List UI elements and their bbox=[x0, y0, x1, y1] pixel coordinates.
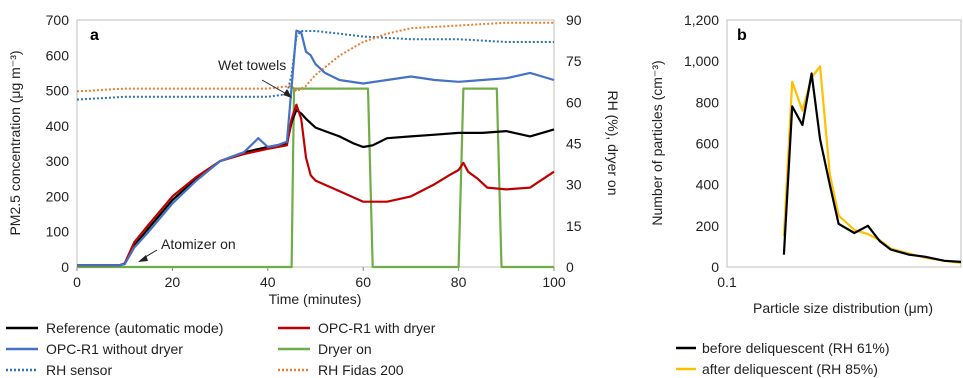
panel-a-xlabel: Time (minutes) bbox=[269, 291, 362, 307]
panel-a-legend: Reference (automatic mode) OPC-R1 with dr… bbox=[6, 320, 436, 378]
panel-b-ylabel: Number of particles (cm⁻³) bbox=[649, 60, 665, 225]
series-line-opc-r1-with-dryer bbox=[77, 103, 555, 267]
annotation-wet-towels: Wet towels bbox=[218, 57, 286, 73]
legend-label: OPC-R1 with dryer bbox=[318, 320, 436, 336]
panel-b-plot-area bbox=[726, 19, 962, 268]
series-line-rh-fidas-200 bbox=[76, 21, 554, 93]
legend-label: RH Fidas 200 bbox=[318, 362, 404, 378]
panel-a-plot-area bbox=[76, 19, 555, 268]
annotation-atomizer-arrowhead bbox=[138, 255, 148, 262]
panel-a: a 0 20 40 60 80 10001002003004005006007000153… bbox=[7, 12, 621, 307]
panel-a-y-tick-label: 100 bbox=[46, 224, 70, 240]
panel-a-label: a bbox=[90, 27, 99, 44]
panel-a-y-tick-label: 0 bbox=[61, 259, 69, 275]
legend-label: before deliquescent (RH 61%) bbox=[702, 340, 890, 356]
panel-a-y2-tick-label: 0 bbox=[566, 259, 574, 275]
panel-a-ylabel: PM2.5 concentration (μg m⁻³) bbox=[7, 50, 23, 235]
series-line-dryer-on bbox=[77, 87, 554, 269]
annotation-wet-towels-arrowhead bbox=[283, 89, 292, 98]
series-line-reference-automatic-mode bbox=[77, 108, 555, 267]
panel-a-y-tick-label: 500 bbox=[46, 83, 70, 99]
series-line-rh-sensor bbox=[76, 30, 554, 101]
panel-a-y2-tick-label: 75 bbox=[566, 53, 582, 69]
panel-b-x-tick-label: 0.1 bbox=[717, 274, 737, 290]
panel-b-label: b bbox=[737, 27, 747, 44]
legend-label: after deliquescent (RH 85%) bbox=[702, 361, 878, 377]
annotation-atomizer-on: Atomizer on bbox=[161, 236, 236, 252]
panel-a-y2-tick-label: 45 bbox=[566, 136, 582, 152]
panel-b-y-tick-label: 400 bbox=[696, 177, 720, 193]
legend-label: RH sensor bbox=[46, 362, 112, 378]
panel-a-x-tick-label: 20 bbox=[165, 274, 181, 290]
panel-a-ticks: 0 20 40 60 80 1000100200300400500600700015304… bbox=[46, 12, 582, 290]
panel-b-y-tick-label: 0 bbox=[711, 259, 719, 275]
panel-a-y-tick-label: 200 bbox=[46, 188, 70, 204]
panel-a-y-tick-label: 300 bbox=[46, 153, 70, 169]
legend-label: Dryer on bbox=[318, 341, 372, 357]
panel-a-x-tick-label: 40 bbox=[260, 274, 276, 290]
panel-b-series bbox=[782, 65, 962, 264]
panel-b-y-tick-label: 800 bbox=[696, 94, 720, 110]
panel-a-y2-tick-label: 60 bbox=[566, 94, 582, 110]
panel-b-legend: before deliquescent (RH 61%) after deliqu… bbox=[676, 340, 890, 377]
panel-a-y2-tick-label: 15 bbox=[566, 218, 582, 234]
series-line-opc-r1-without-dryer bbox=[77, 29, 555, 267]
panel-a-y2-tick-label: 90 bbox=[566, 12, 582, 28]
panel-b-xlabel: Particle size distribution (μm) bbox=[753, 300, 933, 316]
panel-a-y2-tick-label: 30 bbox=[566, 177, 582, 193]
panel-a-y-tick-label: 600 bbox=[46, 47, 70, 63]
panel-a-x-tick-label: 0 bbox=[73, 274, 81, 290]
legend-label: OPC-R1 without dryer bbox=[46, 341, 183, 357]
panel-a-y-tick-label: 400 bbox=[46, 118, 70, 134]
panel-a-y-tick-label: 700 bbox=[46, 12, 70, 28]
panel-a-series bbox=[76, 21, 555, 269]
series-line-before-deliquescent-rh-61 bbox=[782, 72, 962, 263]
panel-b-ticks: 0 200 400 600 800 1,000 1,200 0.1 bbox=[684, 12, 737, 290]
panel-a-x-tick-label: 100 bbox=[542, 274, 566, 290]
panel-b-y-tick-label: 1,200 bbox=[684, 12, 719, 28]
panel-a-x-tick-label: 80 bbox=[451, 274, 467, 290]
panel-b-y-tick-label: 200 bbox=[696, 218, 720, 234]
panel-a-y2label: RH (%), dryer on bbox=[605, 90, 621, 195]
legend-label: Reference (automatic mode) bbox=[46, 320, 223, 336]
panel-b: b 0 200 400 600 800 1,000 1,200 0.1 Particle si… bbox=[649, 12, 962, 316]
panel-b-y-tick-label: 1,000 bbox=[684, 53, 719, 69]
panel-b-y-tick-label: 600 bbox=[696, 136, 720, 152]
panel-a-x-tick-label: 60 bbox=[355, 274, 371, 290]
